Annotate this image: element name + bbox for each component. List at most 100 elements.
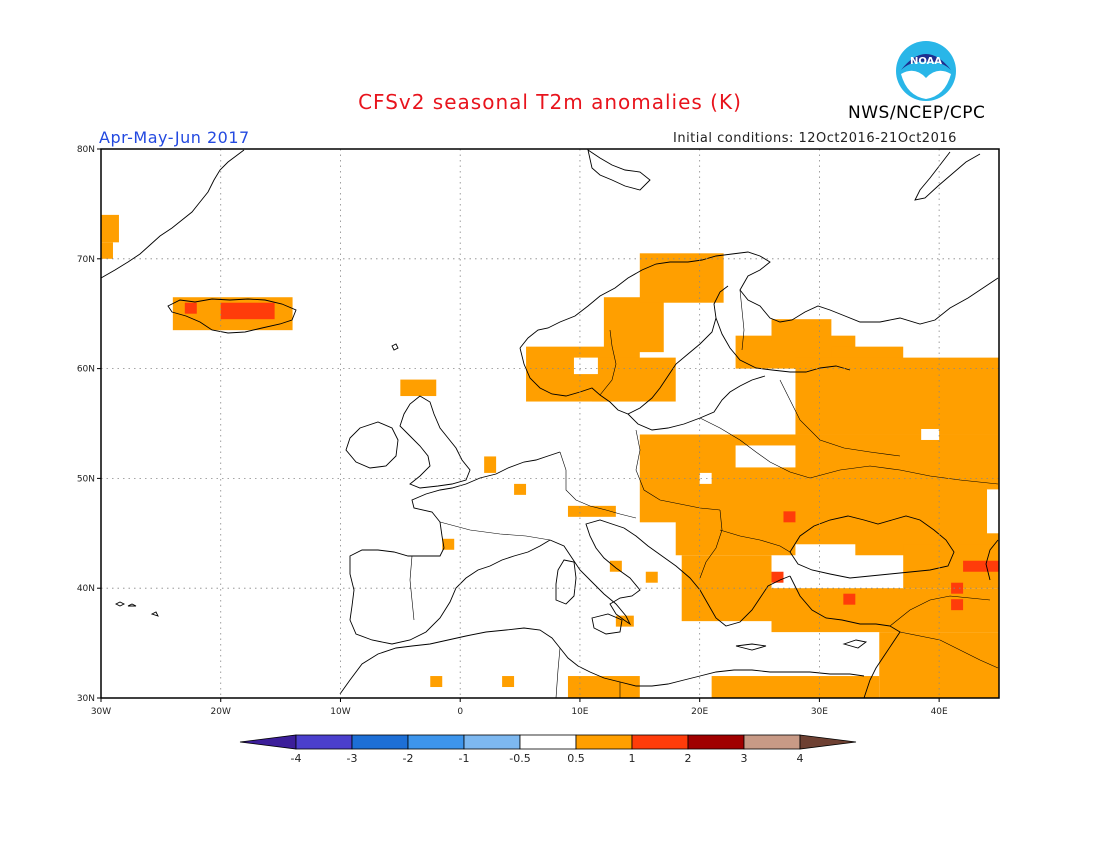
country-border [559,451,637,519]
country-border [899,631,999,669]
great-britain-coast [399,395,471,489]
lat-tick-label: 40N [77,584,95,594]
lon-tick-label: 20E [691,707,708,717]
black-sea-coast [789,515,955,579]
anomaly-cell-hot [783,511,796,523]
anomaly-cell-warm [615,615,634,627]
lat-tick-label: 70N [77,255,95,265]
colorbar-level-label: -3 [347,752,358,765]
azores-coast [114,601,159,617]
greenland-coast [100,149,245,279]
season-label: Apr-May-Jun 2017 [99,128,250,147]
anomaly-cell-warm [795,357,999,435]
anomaly-cell-warm [591,357,676,402]
colorbar-level-label: 0.5 [567,752,585,765]
anomaly-cell-warm [101,214,119,243]
anomaly-cell-warm [771,588,999,633]
norway-south-coast [519,285,729,415]
crete-coast [735,643,767,651]
lon-tick-label: 40E [931,707,948,717]
lon-tick-label: 30W [91,707,111,717]
lat-tick-label: 50N [77,474,95,484]
borders-layer [409,289,999,699]
colorbar-swatch [631,734,689,750]
anomaly-cell-warm [609,560,622,572]
near-normal-cell [987,489,999,534]
colorbar-arrow-low [239,734,297,750]
anomaly-cell-warm [567,505,616,517]
lon-tick-label: 0 [457,707,463,717]
colorbar-level-label: 3 [741,752,748,765]
baltic-coast [627,375,766,431]
country-border [779,379,901,457]
anomaly-cell-warm [514,483,527,495]
anomaly-cell-warm [484,456,497,473]
colorbar-swatch [519,734,577,750]
lat-tick-label: 60N [77,365,95,375]
country-border [599,329,617,396]
sicily-coast [591,613,623,635]
lat-tick-label: 30N [77,694,95,704]
corsica-sardinia-coast [555,559,577,605]
colorbar-level-label: 4 [797,752,804,765]
noaa-logo-icon: NOAA [896,41,956,101]
iceland-coast [167,298,297,334]
near-normal-cell [921,428,940,440]
italy-coast [549,519,641,626]
colorbar-swatch [743,734,801,750]
anomaly-cell-hot [951,599,964,611]
anomaly-cell-warm [101,242,113,259]
lon-tick-label: 10E [571,707,588,717]
axis-ticks: 30W 20W 10W 0 10E 20E 30E 40E 30N 40N 50N 60N 70N 80N [77,145,948,717]
anomaly-cell-hot [220,302,275,320]
balkan-coast [623,527,791,627]
initial-conditions-label: Initial conditions: 12Oct2016-21Oct2016 [673,131,957,146]
colorbar-swatch [463,734,521,750]
colorbar-level-label: 1 [629,752,636,765]
colorbar-swatch [407,734,465,750]
coastlines-layer [100,149,999,699]
near-normal-cell [747,418,760,429]
anomaly-cell-warm [603,297,664,353]
anomaly-cell-warm [567,676,640,698]
colorbar-arrow-high [799,734,857,750]
anomaly-cell-hot [184,302,197,314]
country-border [699,509,723,579]
logo-text: NOAA [910,56,942,67]
country-border [699,417,811,479]
colorbar-swatch [687,734,745,750]
agency-label: NWS/NCEP/CPC [848,103,986,123]
anomaly-cell-warm [711,676,880,698]
country-border [889,595,991,627]
caspian-coast [985,539,999,581]
lon-tick-label: 20W [211,707,231,717]
finland-coast [715,317,851,373]
turkey-coast [789,575,901,699]
europe-atlantic-coast [349,451,561,645]
country-border [719,529,791,553]
ireland-coast [345,421,399,469]
colorbar-swatch [575,734,633,750]
country-border [555,647,561,699]
novaya-zemlya-coast [914,151,981,201]
colorbar-level-label: -2 [403,752,414,765]
anomaly-cell-warm [645,571,658,583]
country-border [409,555,415,621]
colorbar-swatch [295,734,353,750]
colorbar-level-label: -1 [459,752,470,765]
chart-title: CFSv2 seasonal T2m anomalies (K) [358,90,742,114]
colorbar-level-label: -4 [291,752,302,765]
anomaly-cell-hot [963,560,999,572]
anomaly-cell-hot [843,593,856,605]
north-africa-coast [339,627,865,695]
anomaly-cell-hot [771,571,784,583]
faroe-coast [391,343,399,351]
scandinavia-coast [519,251,999,349]
cyprus-coast [842,639,868,649]
anomaly-cell-warm [879,632,999,698]
colorbar-level-label: -0.5 [509,752,530,765]
anomaly-cell-hot [951,582,964,594]
lon-tick-label: 30E [811,707,828,717]
